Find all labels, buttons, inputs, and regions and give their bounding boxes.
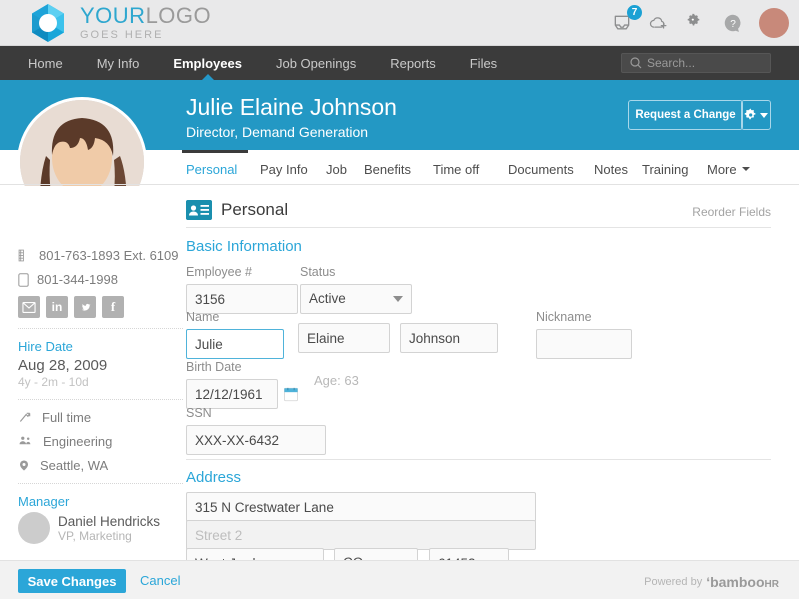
svg-text:?: ?	[730, 19, 736, 30]
